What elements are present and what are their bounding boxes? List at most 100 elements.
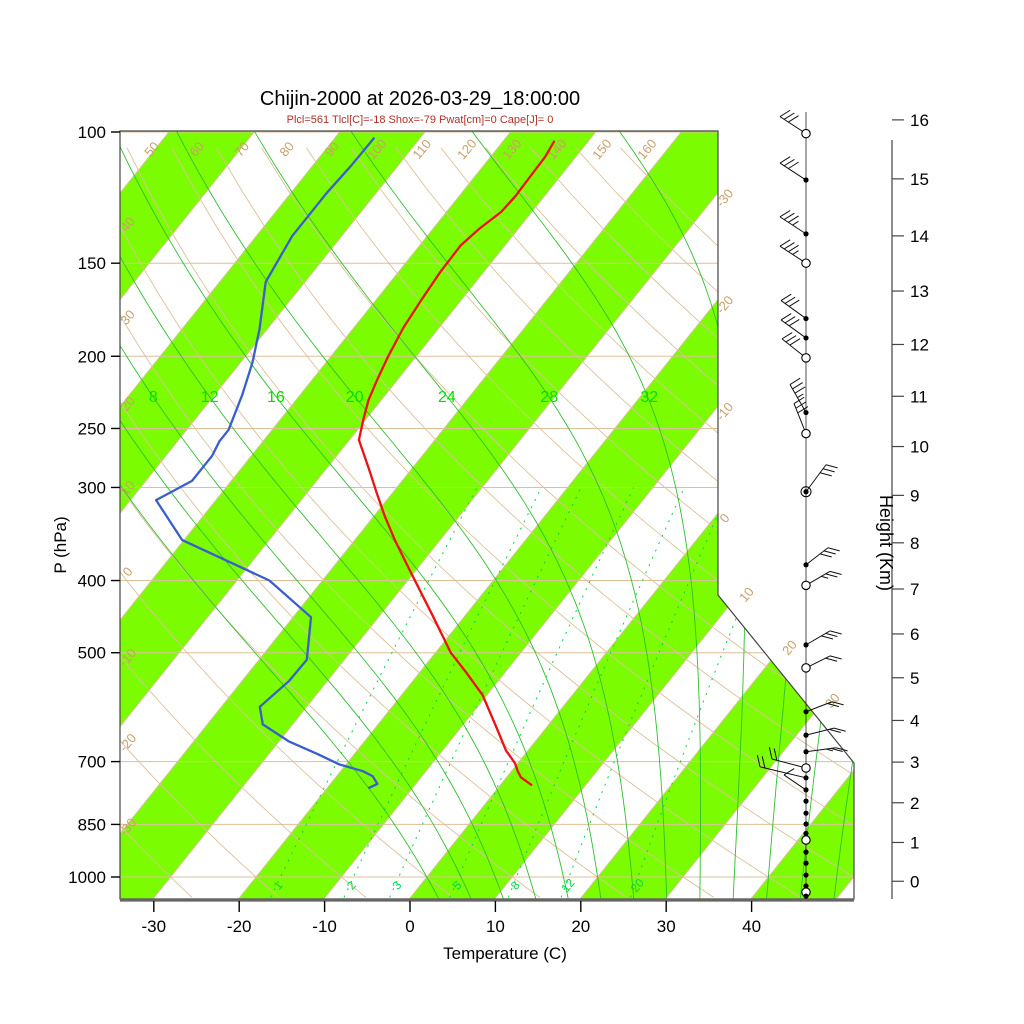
wind-level-dot bbox=[803, 821, 809, 827]
pressure-axis: 100 150 200 250 300 400 500 700 850 1000 P (hPa) bbox=[51, 123, 120, 887]
wind-level-circle bbox=[801, 763, 811, 773]
height-tick-label: 6 bbox=[910, 625, 919, 644]
wind-level-dot bbox=[803, 315, 809, 322]
moist-adiabat-label: 8 bbox=[149, 389, 158, 406]
moist-adiabat-label: 16 bbox=[267, 389, 285, 406]
wind-level-dot bbox=[803, 335, 809, 341]
wind-level-circle bbox=[801, 128, 811, 139]
height-tick-label: 9 bbox=[910, 486, 919, 505]
moist-adiabat-label: 20 bbox=[346, 389, 364, 406]
temperature-tick-label: -20 bbox=[227, 917, 252, 936]
height-tick-label: 7 bbox=[910, 580, 919, 599]
wind-level-dot bbox=[803, 860, 809, 866]
pressure-tick-label: 250 bbox=[78, 419, 106, 438]
dry-adiabat-label: 80 bbox=[276, 139, 297, 160]
wind-level-dot bbox=[803, 562, 809, 568]
isotherm-label: 30 bbox=[822, 690, 843, 711]
moist-adiabat-label: 24 bbox=[438, 389, 456, 406]
wind-level-dot bbox=[803, 231, 809, 237]
moist-adiabat-label: 12 bbox=[201, 389, 219, 406]
temperature-axis-title: Temperature (C) bbox=[443, 944, 567, 963]
height-tick-label: 5 bbox=[910, 669, 919, 688]
height-tick-label: 15 bbox=[910, 170, 929, 189]
temperature-tick-label: -10 bbox=[312, 917, 337, 936]
isotherm-lines bbox=[120, 131, 854, 899]
wind-level-dot bbox=[803, 883, 809, 889]
wind-level-dot bbox=[803, 872, 809, 878]
pressure-tick-label: 200 bbox=[78, 347, 106, 366]
isotherm-label: 10 bbox=[736, 584, 757, 605]
moist-adiabat-label: 32 bbox=[640, 389, 658, 406]
mixing-ratio-lines bbox=[270, 487, 791, 898]
dry-adiabat-label: 0 bbox=[119, 564, 135, 579]
wind-level-circle bbox=[801, 663, 811, 673]
temperature-axis: -30 -20 -10 0 10 20 30 40 Temperature (C) bbox=[142, 901, 761, 963]
height-tick-label: 4 bbox=[910, 711, 919, 730]
temperature-tick-label: 30 bbox=[657, 917, 676, 936]
pressure-tick-label: 300 bbox=[78, 478, 106, 497]
wind-level-dot bbox=[803, 849, 809, 855]
wind-level-circle bbox=[801, 835, 811, 845]
wind-level-dot bbox=[803, 749, 809, 755]
height-tick-label: 2 bbox=[910, 794, 919, 813]
wind-level-dot bbox=[803, 810, 809, 816]
temperature-tick-label: 0 bbox=[405, 917, 414, 936]
wind-barb-column bbox=[756, 109, 848, 899]
sounding-indices-subtitle: Plcl=561 Tlcl[C]=-18 Shox=-79 Pwat[cm]=0… bbox=[286, 114, 554, 126]
height-axis-title: Height (Km) bbox=[876, 495, 896, 591]
height-tick-label: 10 bbox=[910, 438, 929, 457]
dewpoint-curve bbox=[154, 137, 379, 789]
dry-adiabat-label: 120 bbox=[454, 136, 479, 162]
wind-level-circle bbox=[801, 258, 811, 268]
page-title: Chijin-2000 at 2026-03-29_18:00:00 bbox=[259, 88, 581, 110]
height-tick-label: 0 bbox=[910, 872, 919, 891]
height-tick-label: 1 bbox=[910, 833, 919, 852]
wind-level-dot bbox=[803, 642, 809, 648]
wind-level-dot bbox=[803, 177, 809, 183]
wind-level-circle bbox=[801, 353, 811, 363]
height-tick-label: 8 bbox=[910, 534, 919, 553]
temperature-tick-label: -30 bbox=[142, 917, 167, 936]
height-tick-label: 12 bbox=[910, 335, 929, 354]
pressure-tick-label: 1000 bbox=[68, 868, 106, 887]
wind-level-dot bbox=[803, 732, 809, 738]
wind-level-dot bbox=[803, 893, 809, 899]
sounding-curves bbox=[154, 137, 556, 789]
isotherm-label: 0 bbox=[716, 511, 732, 526]
pressure-tick-label: 700 bbox=[78, 753, 106, 772]
height-tick-label: 14 bbox=[910, 227, 929, 246]
dry-adiabat-label: -20 bbox=[116, 731, 140, 755]
wind-level-dot bbox=[803, 409, 809, 416]
wind-level-dot bbox=[803, 787, 809, 793]
temperature-tick-label: 10 bbox=[486, 917, 505, 936]
height-tick-label: 11 bbox=[910, 387, 928, 406]
pressure-axis-title: P (hPa) bbox=[51, 516, 70, 573]
height-tick-label: 16 bbox=[910, 111, 929, 130]
pressure-tick-label: 850 bbox=[78, 815, 106, 834]
wind-level-dot bbox=[803, 830, 809, 837]
temperature-tick-label: 20 bbox=[571, 917, 590, 936]
height-tick-label: 13 bbox=[910, 282, 929, 301]
temperature-curve bbox=[357, 140, 556, 786]
wind-level-circle bbox=[801, 580, 811, 591]
wind-level-dot bbox=[803, 775, 809, 781]
height-tick-label: 3 bbox=[910, 753, 919, 772]
mixing-ratio-label: 3 bbox=[389, 878, 404, 892]
pressure-tick-label: 400 bbox=[78, 572, 106, 591]
wind-level-dot bbox=[803, 709, 809, 715]
plot-frame bbox=[119, 130, 855, 902]
wind-level-circle bbox=[801, 428, 811, 439]
pressure-tick-label: 100 bbox=[78, 123, 106, 142]
pressure-tick-label: 150 bbox=[78, 254, 106, 273]
wind-level-dot bbox=[803, 798, 809, 804]
mixing-ratio-label: 8 bbox=[508, 878, 523, 892]
dry-adiabat-label: 150 bbox=[589, 136, 614, 162]
temperature-tick-label: 40 bbox=[742, 917, 761, 936]
wind-level-circled-dot bbox=[800, 486, 812, 498]
mixing-ratio-label: 12 bbox=[558, 876, 578, 895]
moist-adiabat-label: 28 bbox=[540, 389, 558, 406]
pressure-tick-label: 500 bbox=[78, 644, 106, 663]
isotherm-label: 20 bbox=[779, 637, 800, 658]
